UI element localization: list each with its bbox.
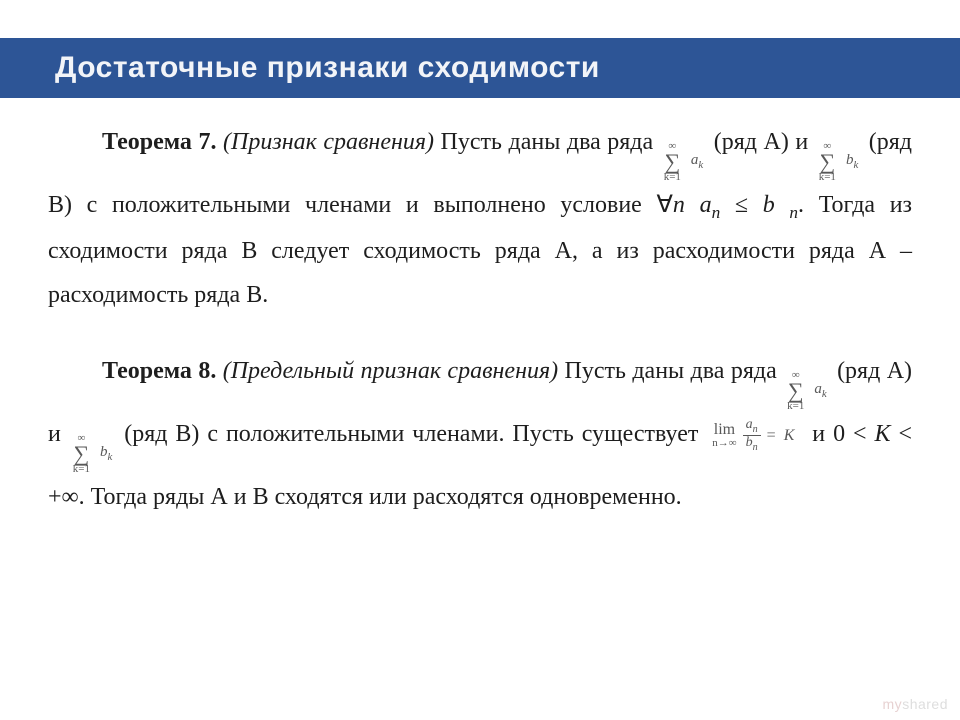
limit-den-sub: n (753, 442, 758, 453)
sum-a2-term: a (814, 381, 822, 397)
limit-eq: = (767, 421, 776, 451)
theorem-8-label: Теорема 8. (102, 358, 216, 384)
sum-b-formula: ∞ ∑ k=1 bk (815, 141, 863, 183)
theorem-8-mid: и 0 < (812, 421, 874, 447)
theorem-8-name: (Предельный признак сравнения) (223, 358, 558, 384)
limit-sub: n→∞ (712, 438, 736, 449)
cond-n: n (673, 192, 685, 218)
limit-num-sub: n (753, 424, 758, 435)
limit-word: lim (712, 422, 736, 438)
cond-b-sub: n (789, 203, 798, 222)
sum-b-formula-2: ∞ ∑ k=1 bk (69, 433, 117, 475)
theorem-7: Теорема 7. (Признак сравнения) Пусть дан… (48, 120, 912, 317)
page-title: Достаточные признаки сходимости (55, 51, 600, 85)
sigma-icon: ∑ (73, 444, 90, 464)
limit-num: a (746, 417, 753, 432)
cond-gap (685, 192, 700, 218)
sum-a-formula-2: ∞ ∑ k=1 ak (783, 370, 831, 412)
watermark: myshared (883, 696, 948, 712)
sum-b-bottom: k=1 (819, 172, 836, 183)
watermark-part2: shared (902, 696, 948, 712)
watermark-part1: my (883, 696, 903, 712)
content-area: Теорема 7. (Признак сравнения) Пусть дан… (48, 120, 912, 551)
sigma-icon: ∑ (664, 152, 681, 172)
theorem-7-name: (Признак сравнения) (223, 129, 434, 155)
sum-a2-sub: k (822, 388, 827, 400)
sum-a-formula: ∞ ∑ k=1 ak (660, 141, 708, 183)
sum-b2-term: b (100, 444, 108, 460)
theorem-8-series-b: (ряд В) с положительными членами. Пусть … (124, 421, 706, 447)
theorem-8-K: K (875, 421, 891, 447)
forall-symbol: ∀ (656, 192, 672, 218)
theorem-8: Теорема 8. (Предельный признак сравнения… (48, 349, 912, 519)
title-band: Достаточные признаки сходимости (0, 38, 960, 98)
sigma-icon: ∑ (787, 381, 804, 401)
theorem-7-text-1: Пусть даны два ряда (434, 129, 660, 155)
cond-le: ≤ (720, 192, 763, 218)
theorem-8-tail: Тогда ряды А и В сходятся или расходятся… (91, 484, 682, 510)
sum-b2-bottom: k=1 (73, 464, 90, 475)
limit-rhs: K (784, 421, 795, 451)
sum-a2-bottom: k=1 (787, 401, 804, 412)
sum-b2-sub: k (108, 451, 113, 463)
sum-a-bottom: k=1 (664, 172, 681, 183)
theorem-7-series-a: (ряд А) и (714, 129, 815, 155)
sigma-icon: ∑ (819, 152, 836, 172)
theorem-8-text-1: Пусть даны два ряда (558, 358, 783, 384)
cond-a-sub: n (712, 203, 721, 222)
limit-formula: lim n→∞ an bn = K (712, 418, 798, 453)
cond-b: b (763, 192, 790, 218)
limit-den: b (746, 435, 753, 450)
cond-a: a (700, 192, 712, 218)
theorem-7-label: Теорема 7. (102, 129, 216, 155)
sum-b-sub: k (853, 159, 858, 171)
sum-a-sub: k (698, 159, 703, 171)
